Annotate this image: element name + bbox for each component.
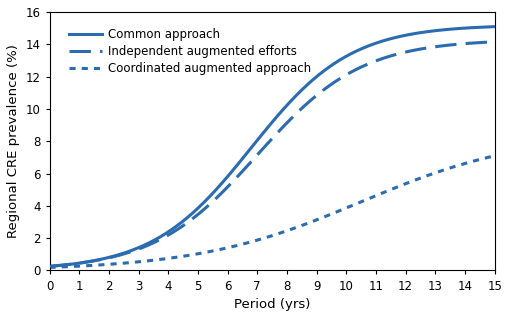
Independent augmented efforts — [382, 56, 388, 60]
Independent augmented efforts — [309, 97, 315, 101]
Common approach — [382, 38, 388, 42]
Coordinated augmented approach — [382, 190, 388, 194]
Independent augmented efforts — [344, 73, 350, 76]
Common approach — [248, 146, 254, 150]
Independent augmented efforts — [492, 40, 498, 44]
Legend: Common approach, Independent augmented efforts, Coordinated augmented approach: Common approach, Independent augmented e… — [64, 23, 316, 80]
Independent augmented efforts — [248, 160, 254, 164]
Coordinated augmented approach — [309, 220, 315, 224]
Line: Common approach: Common approach — [49, 27, 495, 266]
Common approach — [344, 54, 350, 58]
X-axis label: Period (yrs): Period (yrs) — [234, 298, 310, 311]
Common approach — [125, 250, 131, 253]
Coordinated augmented approach — [248, 240, 254, 244]
Line: Independent augmented efforts: Independent augmented efforts — [49, 42, 495, 266]
Independent augmented efforts — [46, 264, 52, 268]
Independent augmented efforts — [125, 251, 131, 254]
Coordinated augmented approach — [344, 206, 350, 210]
Common approach — [492, 25, 498, 29]
Independent augmented efforts — [161, 236, 167, 239]
Common approach — [309, 79, 315, 83]
Y-axis label: Regional CRE prevalence (%): Regional CRE prevalence (%) — [7, 44, 20, 238]
Coordinated augmented approach — [492, 154, 498, 158]
Coordinated augmented approach — [125, 261, 131, 265]
Line: Coordinated augmented approach: Coordinated augmented approach — [49, 156, 495, 267]
Coordinated augmented approach — [46, 266, 52, 269]
Common approach — [46, 265, 52, 268]
Coordinated augmented approach — [161, 257, 167, 261]
Common approach — [161, 233, 167, 237]
